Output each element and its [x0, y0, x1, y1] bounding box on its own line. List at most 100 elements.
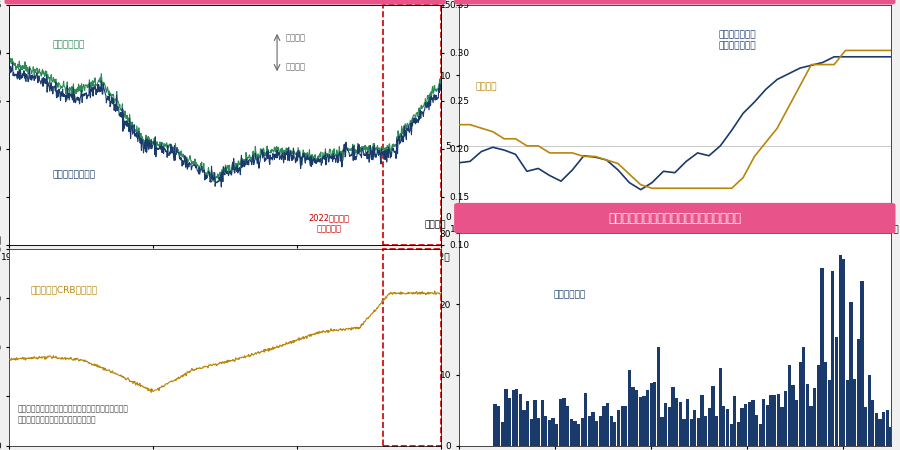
Bar: [748, 402, 751, 446]
Bar: [853, 379, 856, 446]
Bar: [588, 416, 591, 446]
Bar: [741, 408, 743, 446]
Bar: [526, 401, 529, 446]
Bar: [668, 407, 671, 446]
Bar: [780, 407, 784, 446]
Title: （2019年1月2日～2022年4月22日）: （2019年1月2日～2022年4月22日）: [164, 0, 286, 4]
Bar: [700, 395, 704, 446]
Text: 消費者物価指数
（前年同月比）: 消費者物価指数 （前年同月比）: [718, 30, 756, 50]
Bar: [661, 417, 663, 446]
Bar: [606, 403, 609, 446]
Bar: [646, 391, 649, 446]
Bar: [522, 410, 526, 446]
Bar: [809, 406, 813, 446]
Bar: [635, 390, 638, 446]
Bar: [620, 405, 624, 446]
Bar: [820, 268, 824, 446]
Bar: [737, 422, 740, 446]
Bar: [726, 410, 729, 446]
Bar: [832, 271, 834, 446]
Bar: [816, 365, 820, 446]
Bar: [679, 402, 682, 446]
Bar: [671, 387, 675, 446]
Bar: [704, 415, 707, 446]
Bar: [598, 416, 602, 446]
Bar: [689, 419, 693, 446]
Bar: [653, 382, 656, 446]
Bar: [616, 410, 620, 446]
Bar: [734, 396, 736, 446]
Bar: [595, 421, 598, 446]
Bar: [609, 416, 613, 446]
Bar: [868, 375, 871, 446]
Bar: [566, 406, 570, 446]
Bar: [835, 337, 838, 446]
Text: 対円（左軸）: 対円（左軸）: [52, 41, 85, 50]
Text: ブラジルの新型コロナウイルスの感染状況: ブラジルの新型コロナウイルスの感染状況: [608, 212, 742, 225]
Bar: [707, 408, 711, 446]
Bar: [860, 281, 864, 446]
Bar: [878, 419, 882, 446]
Bar: [497, 406, 500, 446]
Bar: [686, 399, 689, 446]
Text: 2022年に入り
急速に上昇: 2022年に入り 急速に上昇: [309, 213, 349, 233]
Bar: [500, 422, 504, 446]
Bar: [664, 403, 668, 446]
Bar: [752, 400, 754, 446]
Bar: [770, 395, 773, 446]
Bar: [718, 368, 722, 446]
Title: （2019年1月～2022年3月）: （2019年1月～2022年3月）: [627, 0, 722, 4]
Bar: [493, 404, 497, 446]
Bar: [777, 395, 780, 446]
Text: レアル高: レアル高: [285, 33, 306, 42]
Bar: [632, 387, 634, 446]
Bar: [766, 405, 770, 446]
Bar: [530, 418, 533, 446]
Bar: [755, 415, 758, 446]
Bar: [857, 338, 860, 446]
Bar: [846, 380, 849, 446]
Bar: [628, 370, 631, 446]
Text: レアル安: レアル安: [285, 63, 306, 72]
Bar: [839, 255, 842, 446]
Bar: [537, 418, 540, 446]
Bar: [643, 396, 645, 446]
Bar: [730, 423, 733, 446]
Bar: [541, 400, 544, 446]
Bar: [788, 365, 791, 446]
Bar: [875, 413, 878, 446]
Bar: [711, 386, 715, 446]
Bar: [544, 416, 547, 446]
Bar: [828, 380, 831, 446]
Bar: [511, 390, 515, 446]
Bar: [882, 412, 886, 446]
Text: （万人）: （万人）: [424, 220, 446, 229]
Bar: [504, 389, 508, 446]
Bar: [715, 416, 718, 446]
Text: 政策金利: 政策金利: [476, 82, 498, 91]
Bar: [824, 362, 827, 446]
Bar: [773, 395, 777, 446]
Bar: [675, 397, 679, 446]
Bar: [562, 398, 565, 446]
Bar: [798, 362, 802, 446]
Bar: [791, 385, 795, 446]
Bar: [697, 418, 700, 446]
Bar: [591, 412, 595, 446]
Bar: [584, 393, 588, 446]
Bar: [886, 410, 889, 446]
Bar: [693, 410, 697, 446]
Bar: [625, 406, 627, 446]
Text: 対米ドル（右軸）: 対米ドル（右軸）: [52, 171, 95, 180]
Bar: [602, 406, 606, 446]
Bar: [518, 394, 522, 446]
Bar: [534, 400, 536, 446]
Bar: [573, 421, 577, 446]
Text: ＊エネルギーや貴金属、農産物などのコモディティを
　幅広く網羅する、代表的な商品指数: ＊エネルギーや貴金属、農産物などのコモディティを 幅広く網羅する、代表的な商品指…: [18, 405, 129, 424]
Bar: [762, 399, 766, 446]
Bar: [515, 389, 518, 446]
Bar: [650, 383, 652, 446]
Text: 商品指数（CRB指数）＊: 商品指数（CRB指数）＊: [31, 285, 97, 294]
Bar: [806, 384, 809, 446]
Bar: [682, 419, 686, 446]
